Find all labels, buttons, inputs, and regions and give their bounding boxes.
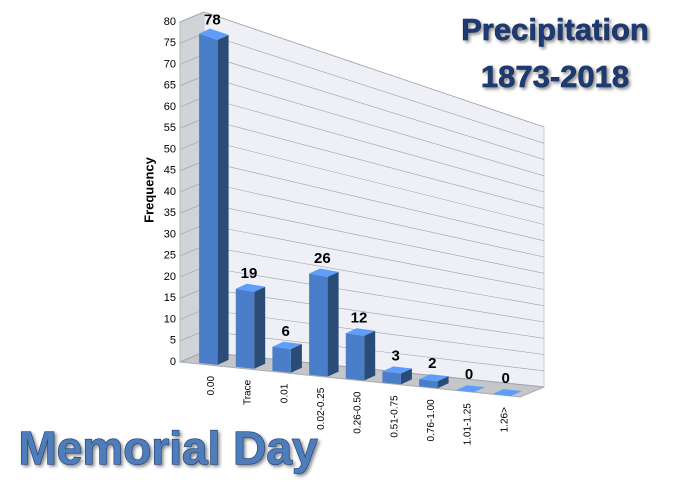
x-tick-label: 0.00 — [206, 376, 217, 396]
y-tick-label: 50 — [164, 143, 176, 155]
value-label: 78 — [204, 12, 221, 29]
grid-line — [179, 11, 545, 128]
y-tick-label: 20 — [164, 271, 176, 283]
bar-side — [364, 330, 376, 381]
x-tick-label: 0.01 — [279, 383, 290, 403]
bar — [382, 371, 401, 385]
y-tick-label: 25 — [164, 250, 176, 262]
value-label: 0 — [501, 370, 509, 387]
x-tick-label: Trace — [243, 379, 254, 405]
y-tick-label: 30 — [164, 228, 176, 240]
value-label: 3 — [391, 347, 399, 364]
x-tick-label: 1.01-1.25 — [463, 403, 474, 446]
bar — [309, 273, 328, 377]
y-tick-label: 65 — [164, 80, 176, 92]
value-label: 6 — [281, 323, 289, 340]
y-tick-label: 55 — [164, 122, 176, 134]
bar-top — [345, 328, 376, 336]
bar-top — [492, 389, 522, 396]
y-tick-label: 5 — [170, 335, 176, 347]
chart-subtitle: 1873-2018 — [481, 59, 629, 94]
value-label: 0 — [465, 366, 473, 383]
bar-side — [254, 286, 266, 369]
bar-top — [235, 283, 266, 292]
value-label: 12 — [351, 309, 368, 326]
y-tick-label: 75 — [164, 37, 176, 49]
y-tick-label: 0 — [170, 356, 176, 368]
bar-side — [217, 34, 229, 365]
bar — [272, 346, 291, 373]
y-tick-label: 10 — [164, 313, 176, 325]
annotation: Memorial Day — [18, 422, 318, 474]
x-tick-label: 0.26-0.50 — [353, 391, 364, 434]
x-tick-label: 1.26> — [499, 407, 510, 432]
y-tick-label: 70 — [164, 58, 176, 70]
bar-top — [309, 268, 339, 277]
bar — [235, 288, 255, 369]
y-tick-label: 15 — [164, 292, 176, 304]
y-tick-label: 40 — [164, 186, 176, 198]
bar-top — [419, 374, 449, 382]
bar-top — [455, 385, 486, 393]
bar-side — [437, 376, 449, 389]
bar-side — [327, 271, 339, 377]
y-axis-label: Frequency — [141, 156, 156, 223]
bar-top — [272, 341, 302, 349]
bar-top — [382, 366, 412, 374]
value-label: 26 — [314, 250, 331, 267]
chart-title: Precipitation — [461, 12, 649, 47]
bar — [199, 33, 218, 365]
x-tick-label: 0.76-1.00 — [426, 399, 437, 442]
bar-side — [290, 344, 302, 373]
value-label: 19 — [241, 265, 258, 282]
y-tick-label: 35 — [164, 207, 176, 219]
x-tick-label: 0.51-0.75 — [389, 395, 400, 438]
y-tick-label: 60 — [164, 101, 176, 113]
y-tick-label: 45 — [164, 165, 176, 177]
bar — [345, 333, 365, 381]
y-tick-label: 80 — [164, 16, 176, 28]
bar-top — [199, 28, 229, 40]
bar — [419, 379, 438, 389]
bar-side — [400, 368, 412, 385]
x-tick-label: 0.02-0.25 — [316, 387, 327, 430]
value-label: 2 — [428, 355, 436, 372]
